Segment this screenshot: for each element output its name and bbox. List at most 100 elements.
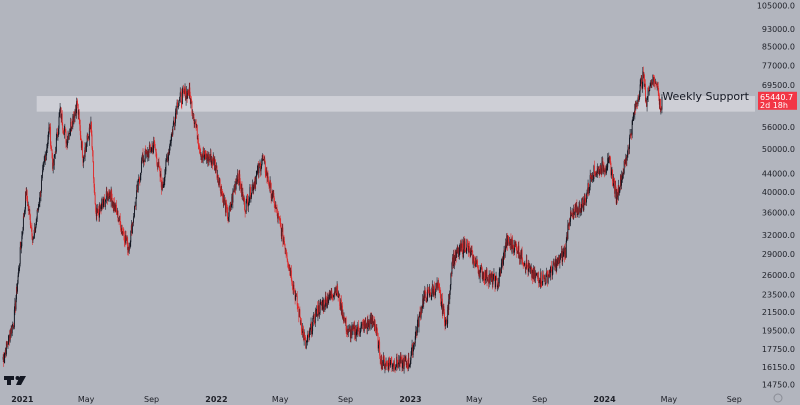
candle-body	[267, 173, 269, 182]
candle-body	[537, 276, 539, 278]
candle-body	[222, 192, 224, 203]
candle-body	[346, 330, 348, 333]
candle-body	[614, 183, 616, 194]
candle-body	[559, 259, 561, 264]
candle-body	[269, 181, 271, 188]
candle-body	[524, 264, 526, 266]
candle-body	[254, 182, 256, 187]
candle-body	[212, 160, 214, 164]
candle-body	[550, 265, 552, 271]
tradingview-logo[interactable]	[4, 376, 26, 385]
candle-body	[575, 205, 577, 209]
candle-body	[590, 175, 592, 179]
candle-body	[268, 182, 270, 187]
candle-body	[213, 157, 215, 165]
candle-body	[355, 331, 357, 337]
candle-body	[533, 268, 535, 277]
candle-body	[26, 190, 28, 196]
candle-body	[104, 198, 106, 207]
candle-body	[487, 278, 489, 281]
candle-body	[610, 171, 612, 175]
candle-body	[306, 337, 308, 342]
candle-body	[561, 251, 562, 254]
candle-body	[570, 211, 571, 222]
candle-body	[658, 95, 660, 105]
candle-body	[330, 294, 332, 295]
candle-body	[452, 257, 454, 267]
candle-body	[148, 149, 150, 158]
candle-body	[488, 274, 490, 284]
candle-body	[568, 223, 570, 225]
candle-body	[620, 175, 622, 186]
candle-body	[181, 92, 183, 105]
candle-body	[556, 259, 558, 264]
y-axis-tick-label: 16150.0	[762, 363, 795, 372]
candle-body	[408, 358, 410, 367]
candle-body	[88, 127, 90, 141]
candle-body	[139, 179, 141, 181]
candle-body	[332, 295, 334, 298]
candle-body	[571, 212, 573, 216]
candle-body	[154, 147, 156, 151]
candle-body	[128, 247, 130, 252]
candle-body	[328, 299, 330, 304]
candle-body	[530, 266, 532, 268]
candle-body	[159, 166, 160, 168]
candle-body	[339, 305, 341, 309]
candle-body	[589, 186, 591, 188]
candle-body	[339, 295, 341, 306]
candle-body	[591, 177, 593, 181]
candle-body	[295, 294, 297, 296]
candle-body	[542, 274, 544, 283]
candle-body	[411, 347, 412, 356]
candle-body	[603, 165, 604, 172]
candle-body	[287, 262, 289, 265]
candle-body	[570, 211, 572, 216]
candle-body	[36, 209, 38, 220]
candle-body	[348, 329, 350, 330]
candle-body	[474, 264, 476, 267]
candle-body	[565, 240, 567, 258]
y-axis-tick-label: 85000.0	[762, 42, 795, 51]
candle-body	[481, 266, 483, 269]
candle-body	[413, 342, 415, 345]
candle-body	[68, 133, 70, 140]
candle-body	[393, 361, 395, 367]
candle-body	[546, 271, 548, 275]
candle-body	[431, 292, 433, 296]
candle-body	[146, 151, 148, 157]
candle-body	[91, 134, 93, 148]
candle-body	[442, 306, 444, 311]
candle-body	[13, 309, 15, 328]
candle-body	[34, 227, 36, 233]
settings-icon[interactable]	[773, 393, 783, 403]
candle-body	[385, 365, 386, 367]
candle-body	[61, 113, 63, 126]
candle-body	[614, 184, 616, 194]
candle-body	[279, 220, 281, 224]
candle-body	[133, 218, 134, 223]
y-axis-tick-label: 32000.0	[762, 231, 795, 240]
candle-body	[555, 260, 557, 263]
candle-body	[387, 363, 389, 366]
candle-body	[179, 92, 181, 97]
candle-body	[517, 251, 519, 254]
candle-body	[130, 225, 132, 231]
candle-body	[532, 273, 534, 280]
candle-body	[446, 319, 448, 325]
candle-body	[335, 287, 337, 296]
candle-body	[368, 321, 370, 324]
candle-body	[498, 282, 500, 284]
candle-body	[513, 250, 515, 253]
candle-body	[530, 267, 532, 269]
candle-body	[284, 241, 285, 244]
candle-body	[78, 111, 80, 115]
candle-body	[112, 202, 114, 208]
candle-body	[557, 257, 559, 261]
candle-body	[189, 87, 191, 95]
candle-body	[599, 170, 601, 175]
candle-body	[301, 331, 303, 334]
candle-body	[652, 74, 654, 82]
candle-body	[638, 98, 640, 102]
